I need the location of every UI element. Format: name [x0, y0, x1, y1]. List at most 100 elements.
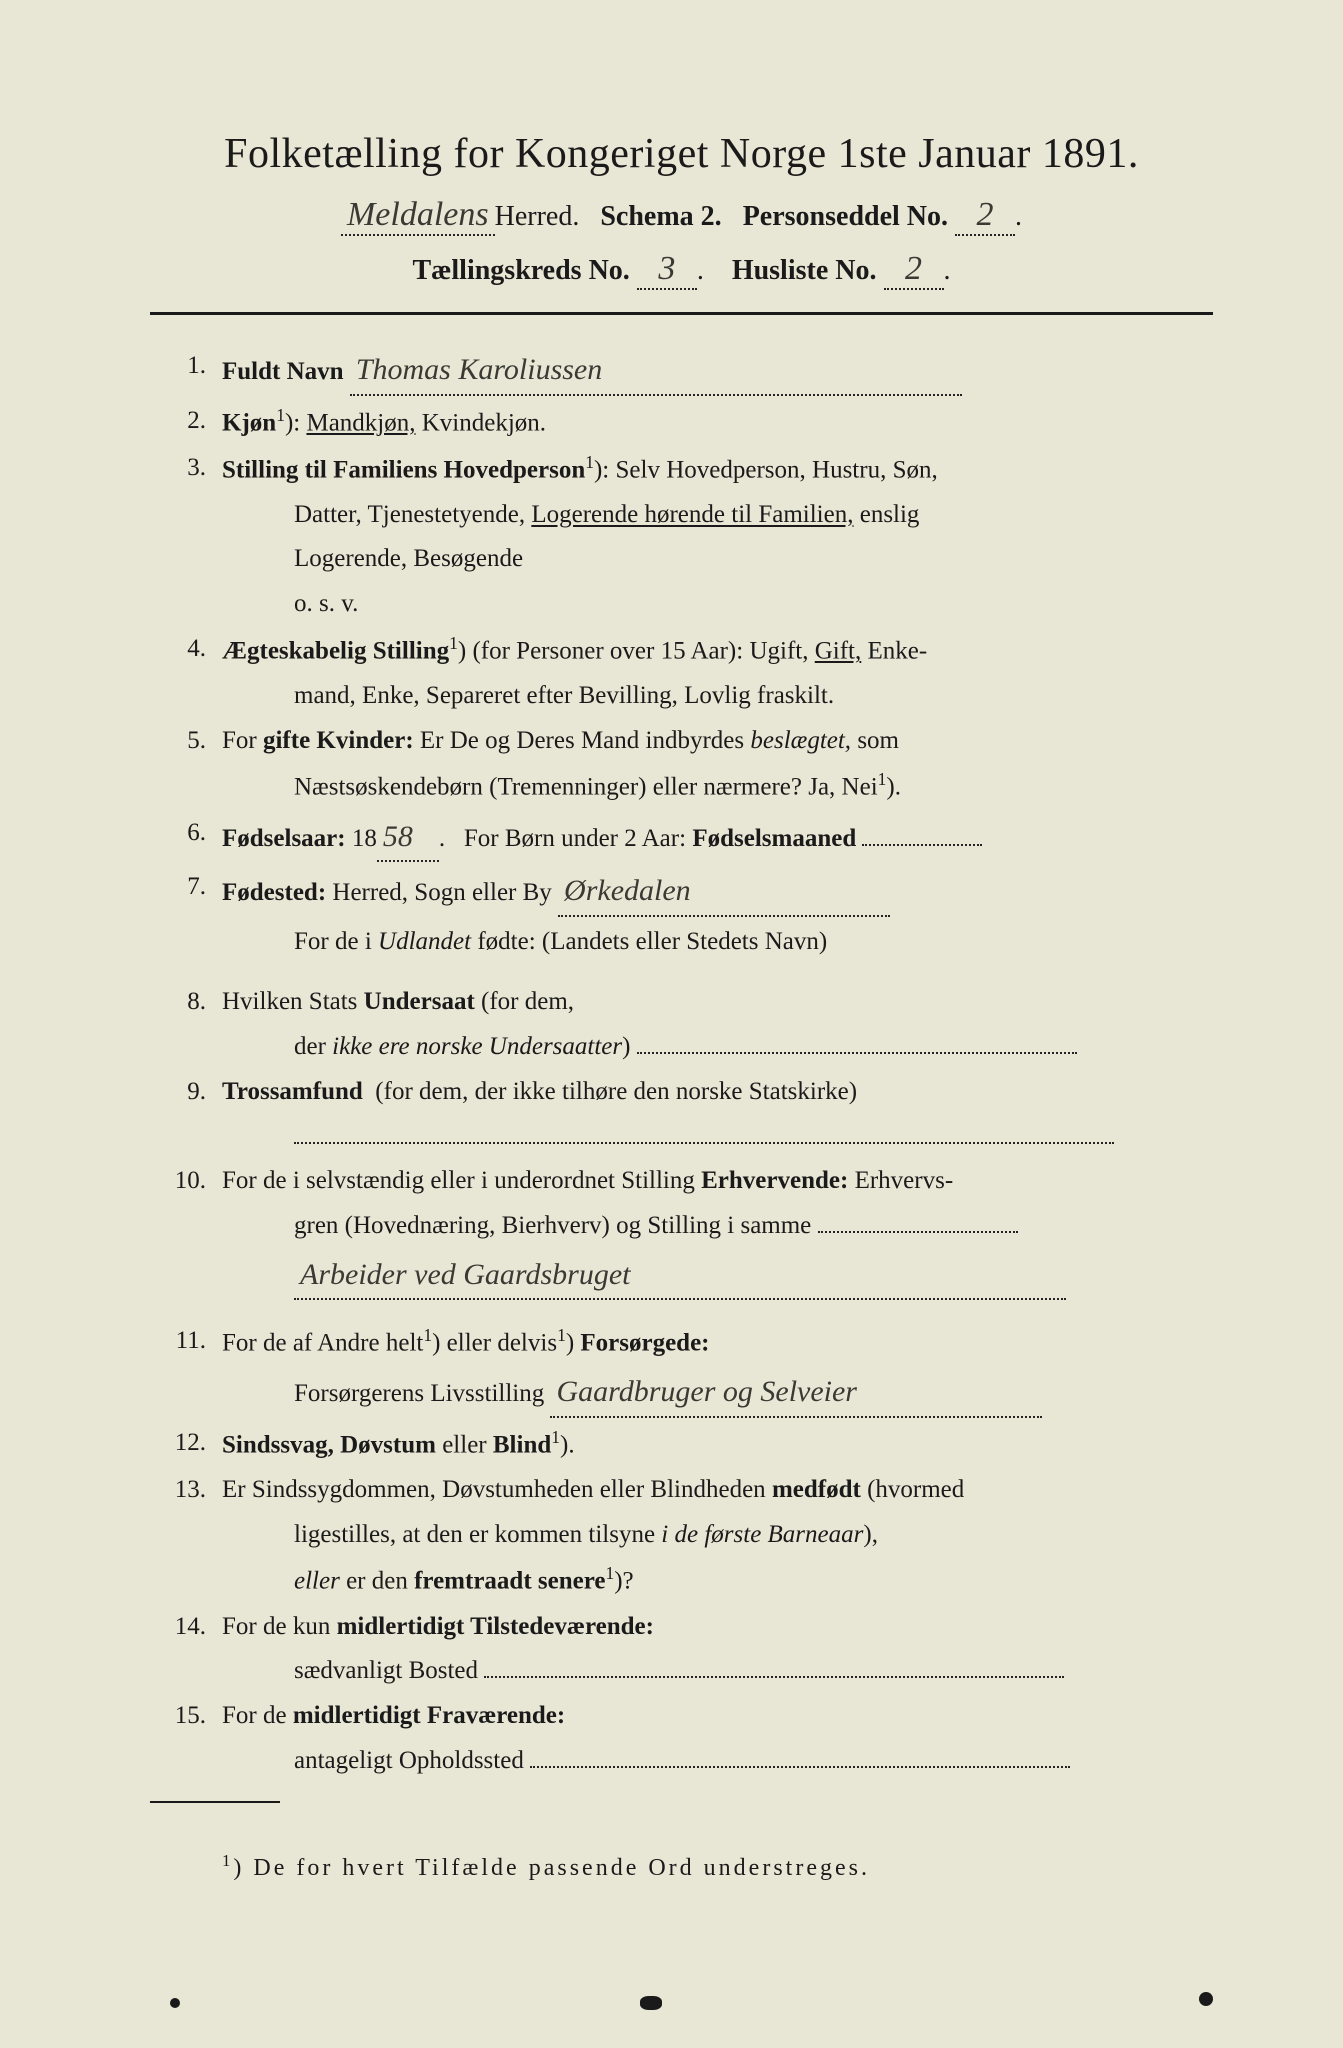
q5-line1b: som [857, 727, 899, 754]
q8-label: Undersaat [364, 988, 475, 1015]
q7-line2b: fødte: (Landets eller Stedets Navn) [477, 928, 827, 955]
q7-content2: For de i Udlandet fødte: (Landets eller … [222, 923, 1213, 962]
q5-line1i: beslægtet, [750, 727, 851, 754]
q13-line3a: er den [346, 1568, 408, 1595]
footnote-sup: 1 [222, 1851, 233, 1870]
q10-textb: Erhvervs- [855, 1167, 954, 1194]
q12-label: Sindssvag, Døvstum [222, 1431, 436, 1458]
q4-row2: mand, Enke, Separeret efter Bevilling, L… [150, 677, 1213, 716]
q4-label: Ægteskabelig Stilling [222, 637, 449, 664]
q14-num: 14. [150, 1608, 222, 1647]
q8-row2: der ikke ere norske Undersaatter) [150, 1028, 1213, 1067]
q13-textb: (hvormed [867, 1476, 964, 1503]
q11-label: Forsørgede: [580, 1330, 709, 1357]
q13-content3: eller er den fremtraadt senere1)? [222, 1560, 1213, 1601]
q3-line1a: Selv Hovedperson, Hustru, Søn, [616, 456, 938, 483]
q14-row2: sædvanligt Bosted [150, 1652, 1213, 1691]
q3-row4: o. s. v. [150, 585, 1213, 624]
q9-row2 [150, 1118, 1213, 1157]
husliste-label: Husliste No. [732, 255, 877, 286]
q13-label: medfødt [772, 1476, 861, 1503]
q10-value: Arbeider ved Gaardsbruget [294, 1252, 1066, 1301]
q12-content: Sindssvag, Døvstum eller Blind1). [222, 1424, 1213, 1465]
q10-content: For de i selvstændig eller i underordnet… [222, 1162, 1213, 1201]
q2-kvindekjon: Kvindekjøn. [422, 409, 546, 436]
subtitle-line-1: MeldalensHerred. Schema 2. Personseddel … [150, 196, 1213, 236]
q11-value: Gaardbruger og Selveier [550, 1369, 1042, 1418]
q15-label: midlertidigt Fraværende: [293, 1702, 565, 1729]
q9-text: (for dem, der ikke tilhøre den norske St… [375, 1078, 857, 1105]
q11-line2: Forsørgerens Livsstilling [294, 1380, 544, 1407]
q2-row: 2. Kjøn1): Mandkjøn, Kvindekjøn. [150, 402, 1213, 443]
q15-line2: antageligt Opholdssted [294, 1747, 524, 1774]
q4-content: Ægteskabelig Stilling1) (for Personer ov… [222, 630, 1213, 671]
husliste-value: 2 [884, 250, 944, 290]
q3-content2: Datter, Tjenestetyende, Logerende hørend… [222, 496, 1213, 535]
q5-row: 5. For gifte Kvinder: Er De og Deres Man… [150, 722, 1213, 761]
q13-texta: Er Sindssygdommen, Døvstumheden eller Bl… [222, 1476, 766, 1503]
q1-content: Fuldt Navn Thomas Karoliussen [222, 347, 1213, 396]
q8-row: 8. Hvilken Stats Undersaat (for dem, [150, 983, 1213, 1022]
foot-rule [150, 1801, 280, 1803]
q9-label: Trossamfund [222, 1078, 363, 1105]
q10-line2: gren (Hovednæring, Bierhverv) og Stillin… [294, 1212, 811, 1239]
q11-sup1: 1 [423, 1325, 432, 1345]
q3-row2: Datter, Tjenestetyende, Logerende hørend… [150, 496, 1213, 535]
q11-row2: Forsørgerens Livsstilling Gaardbruger og… [150, 1369, 1213, 1418]
q11-textb: eller delvis [447, 1330, 557, 1357]
q8-content: Hvilken Stats Undersaat (for dem, [222, 983, 1213, 1022]
q12-num: 12. [150, 1424, 222, 1465]
q3-num: 3. [150, 449, 222, 490]
q5-sup: 1 [878, 769, 887, 789]
q9-row: 9. Trossamfund (for dem, der ikke tilhør… [150, 1073, 1213, 1112]
tkreds-value: 3 [637, 250, 697, 290]
q3-label: Stilling til Familiens Hovedperson [222, 456, 585, 483]
q3-sup: 1 [585, 452, 594, 472]
q13-row2: ligestilles, at den er kommen tilsyne i … [150, 1516, 1213, 1555]
q5-row2: Næstsøskendebørn (Tremenninger) eller næ… [150, 766, 1213, 807]
q11-texta: For de af Andre helt [222, 1330, 423, 1357]
q15-row: 15. For de midlertidigt Fraværende: [150, 1697, 1213, 1736]
tkreds-label: Tællingskreds No. [412, 255, 629, 286]
q3-line2b: enslig [860, 501, 920, 528]
q15-row2: antageligt Opholdssted [150, 1742, 1213, 1781]
q9-content2 [222, 1118, 1213, 1157]
q15-num: 15. [150, 1697, 222, 1736]
q14-texta: For de kun [222, 1613, 330, 1640]
q1-row: 1. Fuldt Navn Thomas Karoliussen [150, 347, 1213, 396]
q4-num: 4. [150, 630, 222, 671]
q7-label: Fødested: [222, 879, 326, 906]
q7-content: Fødested: Herred, Sogn eller By Ørkedale… [222, 868, 1213, 917]
q2-sup: 1 [276, 405, 285, 425]
footnote: 1) De for hvert Tilfælde passende Ord un… [150, 1851, 1213, 1882]
divider [150, 312, 1213, 315]
q3-row: 3. Stilling til Familiens Hovedperson1):… [150, 449, 1213, 490]
q15-texta: For de [222, 1702, 287, 1729]
q6-row: 6. Fødselsaar: 1858. For Børn under 2 Aa… [150, 814, 1213, 863]
q4-line1a: (for Personer over 15 Aar): Ugift, [472, 637, 808, 664]
q3-line3: Logerende, Besøgende [294, 545, 523, 572]
q15-content: For de midlertidigt Fraværende: [222, 1697, 1213, 1736]
q6-labelb: Fødselsmaaned [692, 825, 856, 852]
q7-value: Ørkedalen [558, 868, 890, 917]
q13-line3i: eller [294, 1568, 340, 1595]
q4-line1b: Enke- [868, 637, 928, 664]
q3-line2u: Logerende hørende til Familien, [531, 501, 853, 528]
blemish-icon [170, 1998, 180, 2008]
q5-labelb: gifte Kvinder: [263, 727, 414, 754]
schema-label: Schema 2. [600, 201, 721, 232]
q14-row: 14. For de kun midlertidigt Tilstedevære… [150, 1608, 1213, 1647]
q13-content: Er Sindssygdommen, Døvstumheden eller Bl… [222, 1471, 1213, 1510]
q7-texta: Herred, Sogn eller By [332, 879, 551, 906]
q5-num: 5. [150, 722, 222, 761]
q10-content2: gren (Hovednæring, Bierhverv) og Stillin… [222, 1207, 1213, 1246]
q6-year-prefix: 18 [352, 825, 377, 852]
blemish-icon [1199, 1992, 1213, 2006]
q13-content2: ligestilles, at den er kommen tilsyne i … [222, 1516, 1213, 1555]
q14-label: midlertidigt Tilstedeværende: [337, 1613, 654, 1640]
q14-content: For de kun midlertidigt Tilstedeværende: [222, 1608, 1213, 1647]
q10-label: Erhvervende: [701, 1167, 848, 1194]
q2-content: Kjøn1): Mandkjøn, Kvindekjøn. [222, 402, 1213, 443]
q6-label: Fødselsaar: [222, 825, 346, 852]
q14-content2: sædvanligt Bosted [222, 1652, 1213, 1691]
